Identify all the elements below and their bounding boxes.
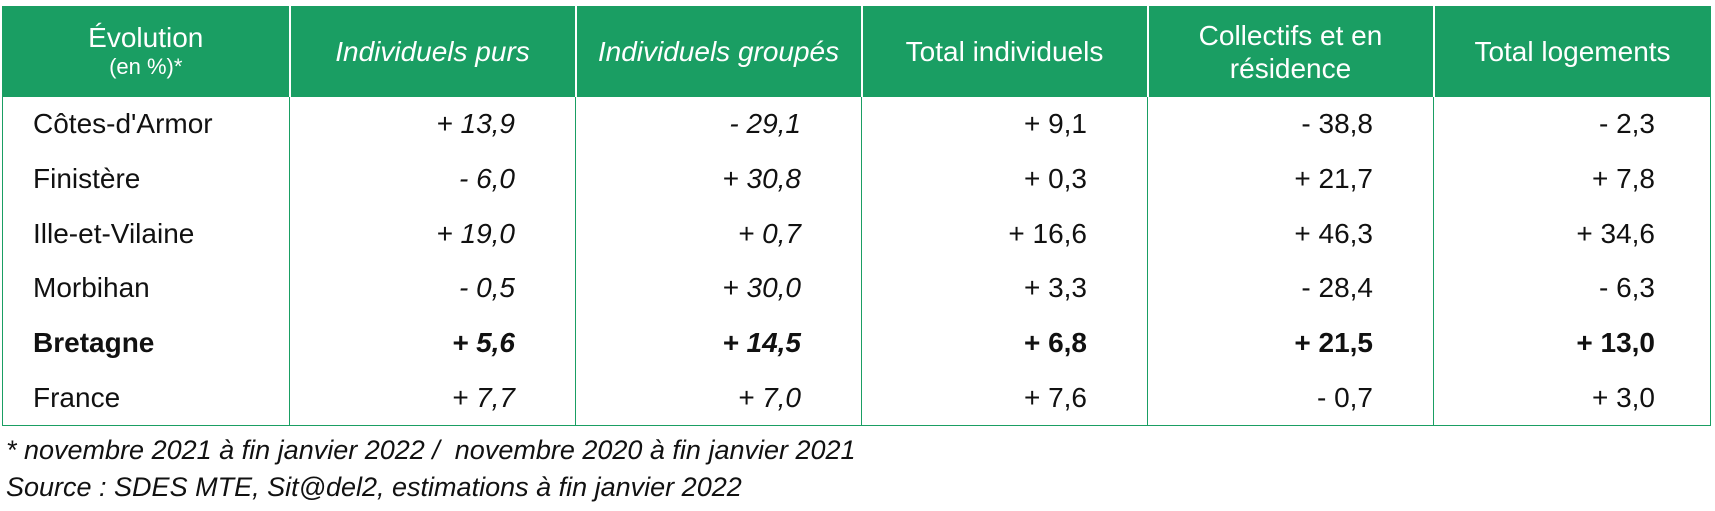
- cell-individuels-groupes: + 7,0: [575, 370, 862, 426]
- cell-collectifs: - 0,7: [1147, 370, 1434, 426]
- cell-individuels-groupes: - 29,1: [575, 97, 862, 152]
- cell-individuels-purs: - 0,5: [289, 261, 576, 316]
- row-label: Ille-et-Vilaine: [2, 206, 290, 262]
- period-footnote: * novembre 2021 à fin janvier 2022 / nov…: [6, 435, 856, 465]
- header-total-individuels: Total individuels: [860, 6, 1148, 97]
- cell-individuels-purs: + 13,9: [289, 97, 576, 152]
- table-body: Côtes-d'Armor + 13,9 - 29,1 + 9,1 - 38,8…: [2, 97, 1711, 426]
- cell-collectifs: + 21,5: [1147, 315, 1434, 371]
- cell-total-individuels: + 16,6: [861, 206, 1148, 262]
- row-label: France: [2, 370, 290, 426]
- housing-evolution-table: Évolution (en %)* Individuels purs Indiv…: [2, 6, 1711, 426]
- row-label: Morbihan: [2, 261, 290, 316]
- header-evolution-title: Évolution: [88, 21, 204, 53]
- table-row: Côtes-d'Armor + 13,9 - 29,1 + 9,1 - 38,8…: [2, 97, 1711, 152]
- cell-total-logements: + 13,0: [1433, 315, 1711, 371]
- cell-collectifs: - 28,4: [1147, 261, 1434, 316]
- cell-total-logements: - 2,3: [1433, 97, 1711, 152]
- table-footnotes: * novembre 2021 à fin janvier 2022 / nov…: [6, 432, 856, 506]
- cell-collectifs: - 38,8: [1147, 97, 1434, 152]
- cell-collectifs: + 46,3: [1147, 206, 1434, 262]
- header-individuels-groupes: Individuels groupés: [574, 6, 862, 97]
- cell-total-logements: + 3,0: [1433, 370, 1711, 426]
- header-individuels-purs: Individuels purs: [288, 6, 576, 97]
- cell-individuels-purs: + 5,6: [289, 315, 576, 371]
- table-row: Morbihan - 0,5 + 30,0 + 3,3 - 28,4 - 6,3: [2, 261, 1711, 316]
- cell-collectifs: + 21,7: [1147, 151, 1434, 207]
- header-total-logements: Total logements: [1432, 6, 1711, 97]
- row-label: Finistère: [2, 151, 290, 207]
- table-header: Évolution (en %)* Individuels purs Indiv…: [2, 6, 1711, 97]
- table-row-total-region: Bretagne + 5,6 + 14,5 + 6,8 + 21,5 + 13,…: [2, 315, 1711, 371]
- cell-individuels-purs: - 6,0: [289, 151, 576, 207]
- header-evolution-unit: (en %)*: [109, 53, 183, 79]
- header-evolution: Évolution (en %)*: [2, 6, 290, 97]
- cell-total-individuels: + 3,3: [861, 261, 1148, 316]
- header-row: Évolution (en %)* Individuels purs Indiv…: [2, 6, 1711, 97]
- cell-individuels-groupes: + 30,0: [575, 261, 862, 316]
- cell-total-individuels: + 0,3: [861, 151, 1148, 207]
- cell-total-individuels: + 7,6: [861, 370, 1148, 426]
- row-label: Côtes-d'Armor: [2, 97, 290, 152]
- table-row: Finistère - 6,0 + 30,8 + 0,3 + 21,7 + 7,…: [2, 151, 1711, 207]
- cell-total-individuels: + 9,1: [861, 97, 1148, 152]
- header-collectifs: Collectifs et en résidence: [1146, 6, 1434, 97]
- cell-individuels-purs: + 19,0: [289, 206, 576, 262]
- table-row: France + 7,7 + 7,0 + 7,6 - 0,7 + 3,0: [2, 370, 1711, 426]
- cell-total-logements: - 6,3: [1433, 261, 1711, 316]
- cell-total-logements: + 7,8: [1433, 151, 1711, 207]
- cell-individuels-groupes: + 0,7: [575, 206, 862, 262]
- row-label: Bretagne: [2, 315, 290, 371]
- cell-individuels-groupes: + 14,5: [575, 315, 862, 371]
- source-note: Source : SDES MTE, Sit@del2, estimations…: [6, 472, 742, 502]
- cell-total-logements: + 34,6: [1433, 206, 1711, 262]
- table-row: Ille-et-Vilaine + 19,0 + 0,7 + 16,6 + 46…: [2, 206, 1711, 262]
- cell-individuels-groupes: + 30,8: [575, 151, 862, 207]
- cell-individuels-purs: + 7,7: [289, 370, 576, 426]
- cell-total-individuels: + 6,8: [861, 315, 1148, 371]
